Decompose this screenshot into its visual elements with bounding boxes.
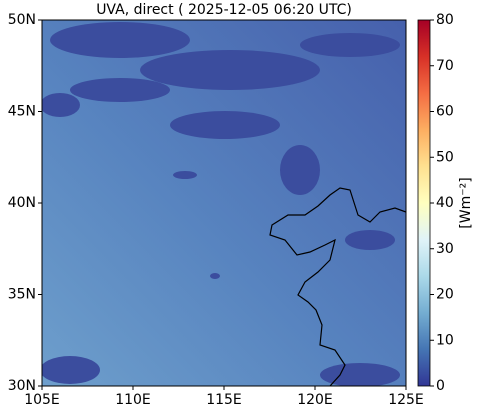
colorbar-tick-label: 40	[436, 195, 454, 211]
colorbar-tick-label: 70	[436, 58, 454, 74]
colorbar-label: [Wm⁻²]	[458, 177, 474, 228]
x-tick-label: 125E	[388, 392, 424, 408]
colorbar-tick-label: 50	[436, 149, 454, 165]
title: UVA, direct ( 2025-12-05 06:20 UTC)	[96, 2, 352, 18]
colorbar-tick-label: 20	[436, 287, 454, 303]
x-tick-label: 120E	[297, 392, 333, 408]
colorbar-tick-label: 60	[436, 104, 454, 120]
x-tick-label: 110E	[115, 392, 151, 408]
colorbar	[417, 19, 431, 387]
colorbar-tick-label: 30	[436, 241, 454, 257]
y-tick-label: 45N	[8, 104, 36, 120]
colorbar-tick-label: 0	[436, 378, 445, 394]
x-tick-label: 115E	[206, 392, 242, 408]
y-tick-label: 30N	[8, 378, 36, 394]
colorbar-tick-label: 80	[436, 12, 454, 28]
y-tick-label: 40N	[8, 195, 36, 211]
y-tick-label: 50N	[8, 12, 36, 28]
colorbar-tick-label: 10	[436, 332, 454, 348]
x-tick-label: 105E	[24, 392, 60, 408]
map-field	[42, 20, 406, 386]
y-tick-label: 35N	[8, 287, 36, 303]
